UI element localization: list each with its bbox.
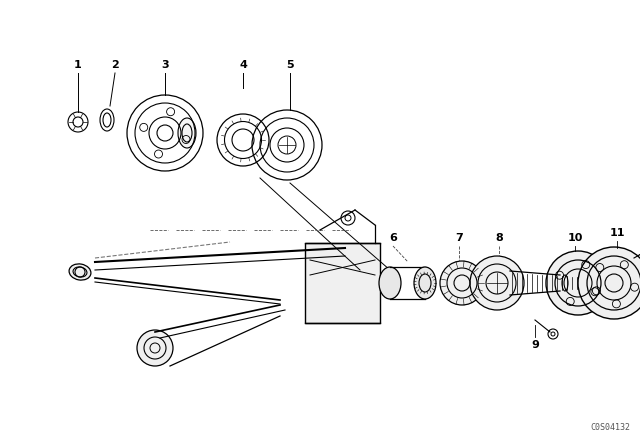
- Bar: [305, 243, 380, 323]
- Ellipse shape: [414, 267, 436, 299]
- Circle shape: [546, 251, 610, 315]
- Text: 7: 7: [455, 233, 463, 243]
- Circle shape: [440, 261, 484, 305]
- Text: 2: 2: [111, 60, 119, 70]
- Text: 5: 5: [286, 60, 294, 70]
- Ellipse shape: [69, 264, 91, 280]
- Text: 3: 3: [161, 60, 169, 70]
- Text: C0S04132: C0S04132: [590, 423, 630, 432]
- Text: 1: 1: [74, 60, 82, 70]
- Text: 10: 10: [567, 233, 582, 243]
- Text: 4: 4: [239, 60, 247, 70]
- Text: 8: 8: [495, 233, 503, 243]
- Ellipse shape: [379, 267, 401, 299]
- Circle shape: [470, 256, 524, 310]
- Circle shape: [137, 330, 173, 366]
- Ellipse shape: [178, 118, 196, 148]
- Text: 11: 11: [609, 228, 625, 238]
- Circle shape: [578, 247, 640, 319]
- Text: 6: 6: [389, 233, 397, 243]
- Text: 9: 9: [531, 340, 539, 350]
